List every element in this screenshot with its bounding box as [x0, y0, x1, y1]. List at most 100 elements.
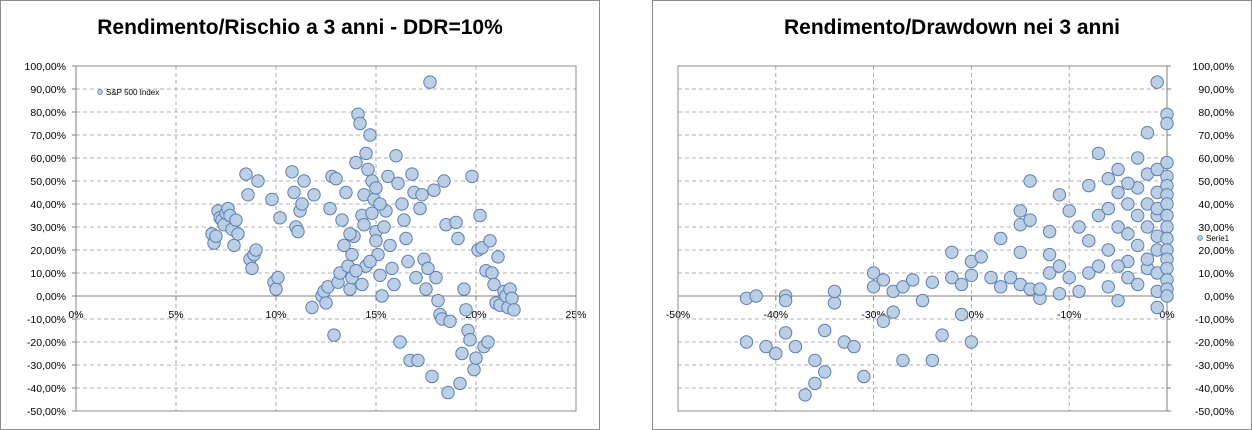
- y-tick-label: 40,00%: [1198, 199, 1234, 211]
- data-point: [847, 339, 861, 354]
- y-tick-label: 100,00%: [25, 61, 66, 73]
- y-tick-label: 30,00%: [1198, 222, 1234, 234]
- y-tick-label: 20,00%: [30, 245, 66, 257]
- y-tick-label: 20,00%: [1198, 245, 1234, 257]
- data-point: [1121, 197, 1135, 211]
- data-point: [1082, 178, 1096, 193]
- data-point: [1062, 270, 1076, 285]
- y-tick-label: -30,00%: [1195, 360, 1234, 372]
- data-point: [431, 293, 445, 308]
- data-point: [1091, 208, 1106, 223]
- data-point: [1003, 270, 1018, 285]
- data-point: [355, 277, 369, 292]
- y-tick-label: -50,00%: [1195, 406, 1234, 418]
- data-point: [935, 328, 949, 342]
- data-point: [827, 284, 842, 299]
- data-point: [1160, 155, 1174, 170]
- data-point: [483, 234, 497, 248]
- data-point: [409, 270, 423, 285]
- data-point: [1121, 227, 1135, 241]
- y-tick-label: 10,00%: [1198, 268, 1234, 280]
- data-point: [994, 231, 1008, 246]
- risk-return-chart: Rendimento/Rischio a 3 anni - DDR=10% 100…: [0, 0, 600, 430]
- data-point: [481, 335, 495, 349]
- x-tick-label: 15%: [365, 309, 386, 321]
- data-point: [896, 353, 910, 368]
- data-point: [363, 128, 377, 142]
- data-point: [227, 238, 241, 253]
- data-point: [954, 307, 969, 322]
- y-tick-label: 40,00%: [30, 199, 66, 211]
- legend-label: S&P 500 Index: [106, 88, 159, 97]
- data-point: [307, 188, 321, 202]
- data-point: [1160, 220, 1174, 234]
- data-point: [361, 162, 375, 177]
- data-point: [231, 227, 245, 241]
- data-point: [425, 369, 439, 384]
- data-point: [1160, 208, 1174, 223]
- data-point: [759, 339, 773, 354]
- chart-title: Rendimento/Drawdown nei 3 anni: [784, 16, 1120, 39]
- y-tick-label: 90,00%: [30, 84, 66, 96]
- data-point: [405, 167, 419, 181]
- chart-title: Rendimento/Rischio a 3 anni - DDR=10%: [97, 16, 503, 39]
- data-point: [1023, 213, 1037, 227]
- data-point: [1013, 245, 1027, 260]
- data-point: [1131, 277, 1145, 292]
- data-point: [507, 303, 521, 317]
- data-point: [505, 291, 519, 305]
- data-point: [473, 208, 487, 223]
- data-point: [349, 264, 363, 278]
- data-point: [389, 149, 403, 163]
- data-point: [1062, 204, 1076, 218]
- data-point: [369, 234, 383, 248]
- data-point: [381, 169, 395, 184]
- y-tick-label: -10,00%: [27, 314, 66, 326]
- data-point: [339, 185, 353, 200]
- data-point: [353, 116, 367, 131]
- data-point: [984, 270, 998, 285]
- data-point: [769, 346, 783, 361]
- y-tick-label: 50,00%: [1198, 176, 1234, 188]
- data-point: [343, 282, 357, 296]
- data-point: [401, 254, 415, 269]
- data-point: [485, 266, 499, 280]
- data-point: [465, 169, 479, 184]
- chart-panel-risk: Rendimento/Rischio a 3 anni - DDR=10% 100…: [0, 0, 600, 430]
- data-point: [369, 181, 383, 195]
- y-tick-label: 30,00%: [30, 222, 66, 234]
- y-tick-label: 10,00%: [30, 268, 66, 280]
- data-point: [1101, 201, 1115, 216]
- data-point: [251, 174, 265, 188]
- data-point: [335, 213, 349, 227]
- plot-area: [76, 66, 576, 411]
- data-point: [1140, 126, 1155, 140]
- y-tick-label: -40,00%: [27, 383, 66, 395]
- data-point: [377, 220, 391, 234]
- data-point: [329, 172, 343, 186]
- data-point: [1121, 270, 1135, 285]
- data-point: [1160, 231, 1174, 246]
- y-tick-label: -30,00%: [27, 360, 66, 372]
- data-point: [866, 266, 881, 280]
- data-point: [269, 282, 283, 296]
- data-point: [469, 351, 483, 365]
- data-point: [457, 282, 471, 296]
- data-point: [349, 155, 363, 170]
- data-point: [399, 231, 413, 246]
- data-point: [1101, 243, 1115, 257]
- data-point: [375, 289, 389, 303]
- data-point: [391, 176, 405, 191]
- data-point: [239, 167, 253, 181]
- data-point: [818, 365, 832, 379]
- data-point: [393, 335, 407, 349]
- y-tick-label: 80,00%: [1198, 107, 1234, 119]
- data-point: [1160, 197, 1174, 211]
- x-tick-label: 5%: [168, 309, 183, 321]
- data-point: [463, 333, 477, 347]
- data-point: [1150, 162, 1164, 177]
- data-point: [459, 303, 473, 317]
- data-point: [1131, 151, 1145, 165]
- y-tick-label: -40,00%: [1195, 383, 1234, 395]
- data-point: [427, 183, 441, 197]
